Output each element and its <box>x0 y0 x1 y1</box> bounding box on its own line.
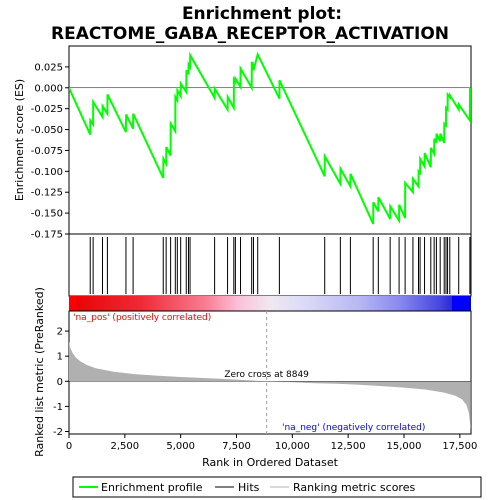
x-tick-label: 12,500 <box>331 441 366 452</box>
es-y-axis: 0.025 0.000 -0.025 -0.050 -0.075 -0.100 -0.125… <box>31 62 69 241</box>
es-panel <box>68 45 472 235</box>
rank-color-bar <box>69 296 471 311</box>
legend: Enrichment profile Hits Ranking metric s… <box>72 476 482 498</box>
hits-markers <box>89 237 471 294</box>
hits-panel <box>68 233 472 297</box>
chart-title-line2: REACTOME_GABA_RECEPTOR_ACTIVATION <box>51 24 449 44</box>
x-axis: 0 2,500 5,000 7,500 10,000 12,500 15,000 17,500 <box>66 434 477 452</box>
legend-profile-label: Enrichment profile <box>101 481 203 494</box>
metric-y-tick-label: -1 <box>53 402 63 413</box>
es-y-tick-label: -0.100 <box>31 167 63 178</box>
x-axis-label: Rank in Ordered Dataset <box>202 456 339 469</box>
es-y-tick-label: -0.150 <box>31 209 63 220</box>
rank-bar-start-segment <box>69 296 77 311</box>
zero-cross-label: Zero cross at 8849 <box>224 370 309 380</box>
rank-color-segments <box>69 296 469 311</box>
positive-correlation-label: 'na_pos' (positively correlated) <box>73 313 211 323</box>
x-tick-label: 2,500 <box>111 441 140 452</box>
metric-y-tick-label: -2 <box>53 427 63 438</box>
x-tick-label: 0 <box>66 441 72 452</box>
legend-hits-label: Hits <box>238 481 260 494</box>
negative-correlation-label: 'na_neg' (negatively correlated) <box>282 423 425 433</box>
es-y-tick-label: 0.000 <box>34 83 63 94</box>
metric-y-axis-label: Ranked list metric (PreRanked) <box>33 287 46 457</box>
x-tick-label: 5,000 <box>166 441 195 452</box>
es-y-tick-label: -0.175 <box>31 230 63 241</box>
es-y-tick-label: -0.025 <box>31 104 63 115</box>
legend-metric-label: Ranking metric scores <box>293 481 415 494</box>
es-y-tick-label: 0.025 <box>34 62 63 73</box>
enrichment-profile-line <box>69 51 471 225</box>
es-y-tick-label: -0.125 <box>31 188 63 199</box>
rank-bar-end-segment <box>452 296 469 311</box>
ranking-metric-area <box>69 341 471 429</box>
es-y-tick-label: -0.050 <box>31 125 63 136</box>
x-tick-label: 17,500 <box>442 441 477 452</box>
es-y-axis-label: Enrichment score (ES) <box>13 79 26 201</box>
x-tick-label: 15,000 <box>387 441 422 452</box>
metric-y-tick-label: 0 <box>57 377 63 388</box>
chart-title-line1: Enrichment plot: <box>182 4 342 24</box>
metric-y-tick-label: 2 <box>57 327 63 338</box>
x-tick-label: 10,000 <box>275 441 310 452</box>
metric-y-tick-label: 1 <box>57 352 63 363</box>
x-tick-label: 7,500 <box>222 441 251 452</box>
metric-panel <box>68 310 472 435</box>
es-y-tick-label: -0.075 <box>31 146 63 157</box>
metric-y-axis: 2 1 0 -1 -2 <box>53 327 69 438</box>
